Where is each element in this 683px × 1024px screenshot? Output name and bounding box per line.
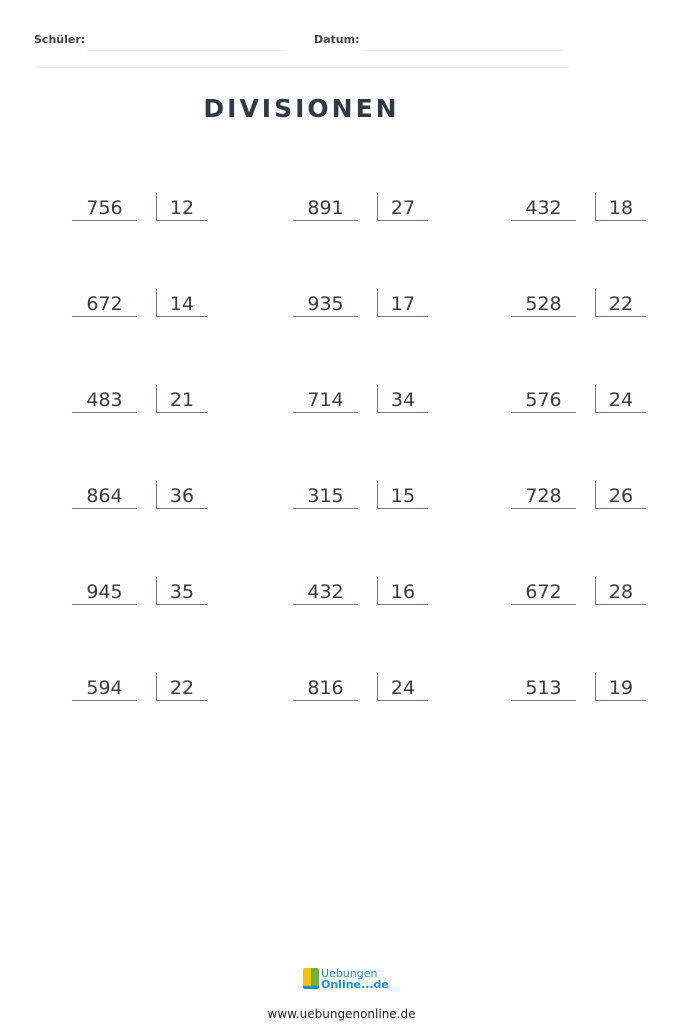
- page-title: DIVISIONEN: [203, 94, 400, 123]
- division-problem: 935 17: [293, 289, 433, 319]
- division-problem: 315 15: [293, 481, 433, 511]
- division-problem: 513 19: [511, 673, 651, 703]
- dividend: 945: [72, 577, 137, 605]
- division-problem: 864 36: [72, 481, 212, 511]
- date-label: Datum:: [314, 33, 360, 46]
- divisor: 28: [595, 577, 646, 605]
- division-problem: 528 22: [511, 289, 651, 319]
- divisor: 15: [377, 481, 428, 509]
- dividend: 714: [293, 385, 358, 413]
- dividend: 864: [72, 481, 137, 509]
- divisor: 34: [377, 385, 428, 413]
- dividend: 672: [72, 289, 137, 317]
- dividend: 513: [511, 673, 576, 701]
- dividend: 672: [511, 577, 576, 605]
- student-name-field[interactable]: [87, 50, 285, 51]
- division-problem: 816 24: [293, 673, 433, 703]
- dividend: 432: [511, 193, 576, 221]
- divisor: 21: [156, 385, 207, 413]
- divisor: 24: [377, 673, 428, 701]
- divisor: 22: [156, 673, 207, 701]
- dividend: 432: [293, 577, 358, 605]
- dividend: 756: [72, 193, 137, 221]
- date-field[interactable]: [364, 50, 562, 51]
- division-problem: 945 35: [72, 577, 212, 607]
- divisor: 12: [156, 193, 207, 221]
- divisor: 27: [377, 193, 428, 221]
- dividend: 891: [293, 193, 358, 221]
- divisor: 18: [595, 193, 646, 221]
- dividend: 315: [293, 481, 358, 509]
- student-label: Schüler:: [34, 33, 86, 46]
- divisor: 26: [595, 481, 646, 509]
- division-problem: 432 18: [511, 193, 651, 223]
- dividend: 528: [511, 289, 576, 317]
- division-problem: 483 21: [72, 385, 212, 415]
- divisor: 19: [595, 673, 646, 701]
- division-problem: 728 26: [511, 481, 651, 511]
- header-divider: [35, 67, 570, 68]
- divisor: 17: [377, 289, 428, 317]
- book-icon: [303, 968, 319, 989]
- dividend: 728: [511, 481, 576, 509]
- division-problem: 672 14: [72, 289, 212, 319]
- divisor: 14: [156, 289, 207, 317]
- divisor: 16: [377, 577, 428, 605]
- division-problem: 576 24: [511, 385, 651, 415]
- division-problem: 672 28: [511, 577, 651, 607]
- dividend: 594: [72, 673, 137, 701]
- divisor: 24: [595, 385, 646, 413]
- divisor: 35: [156, 577, 207, 605]
- website-url[interactable]: www.uebungenonline.de: [267, 1007, 416, 1021]
- division-problem: 756 12: [72, 193, 212, 223]
- division-problem: 891 27: [293, 193, 433, 223]
- dividend: 576: [511, 385, 576, 413]
- divisor: 36: [156, 481, 207, 509]
- division-problem: 714 34: [293, 385, 433, 415]
- dividend: 483: [72, 385, 137, 413]
- dividend: 816: [293, 673, 358, 701]
- division-problem: 594 22: [72, 673, 212, 703]
- dividend: 935: [293, 289, 358, 317]
- divisor: 22: [595, 289, 646, 317]
- division-problem: 432 16: [293, 577, 433, 607]
